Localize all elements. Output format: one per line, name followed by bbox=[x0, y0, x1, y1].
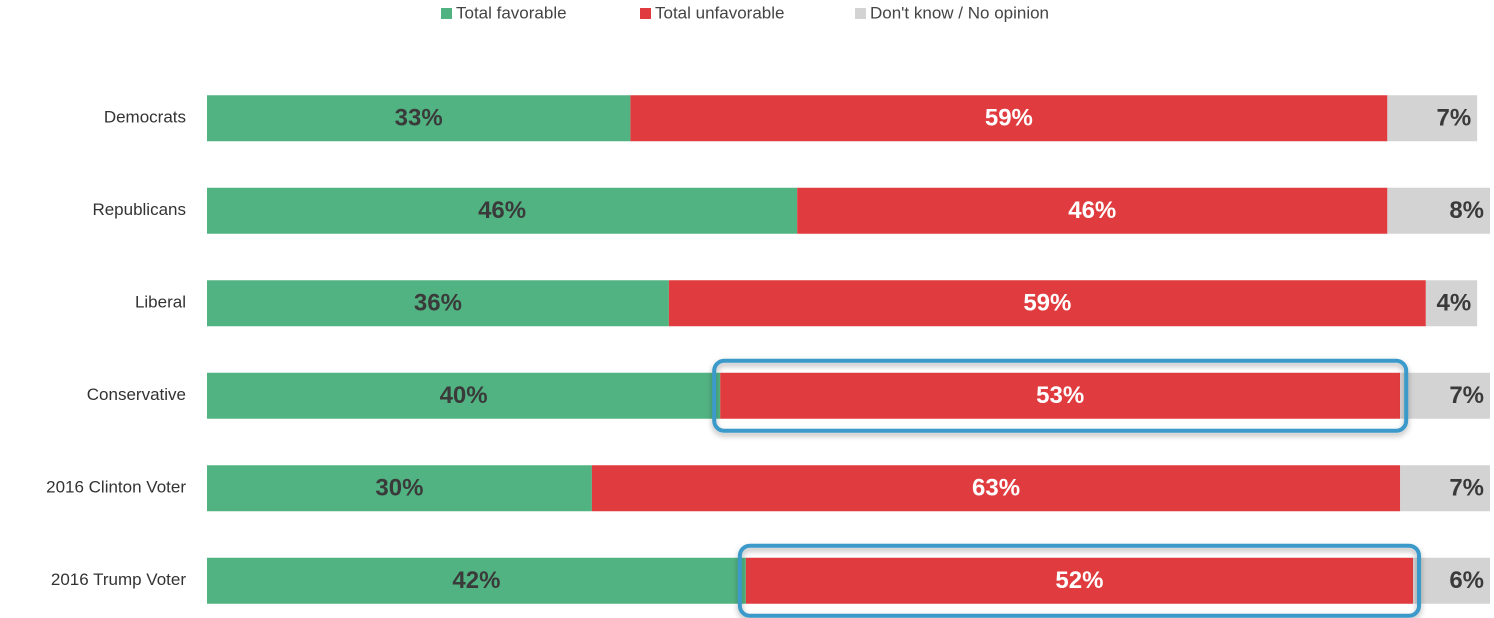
bar-segment bbox=[207, 280, 669, 327]
bar-segment bbox=[207, 465, 592, 512]
bar-segment bbox=[1425, 280, 1478, 327]
bar-segment bbox=[591, 465, 1401, 512]
value-label: 7% bbox=[1436, 105, 1471, 132]
value-label: 4% bbox=[1436, 290, 1471, 317]
value-label: 59% bbox=[985, 105, 1033, 132]
value-label: 42% bbox=[452, 567, 500, 594]
bar-segment bbox=[207, 372, 721, 419]
category-label: Democrats bbox=[104, 108, 186, 127]
bar-segment bbox=[207, 95, 631, 142]
value-label: 63% bbox=[972, 475, 1020, 502]
value-label: 8% bbox=[1449, 197, 1484, 224]
highlight-box bbox=[712, 358, 1409, 433]
bar-segment bbox=[668, 280, 1426, 327]
bar-segment bbox=[1387, 95, 1478, 142]
value-label: 40% bbox=[440, 382, 488, 409]
value-label: 52% bbox=[1055, 567, 1103, 594]
bar-segment bbox=[207, 557, 746, 604]
value-label: 33% bbox=[395, 105, 443, 132]
category-label: Republicans bbox=[92, 200, 186, 219]
category-label: Conservative bbox=[87, 385, 186, 404]
category-label: 2016 Trump Voter bbox=[51, 570, 186, 589]
value-label: 46% bbox=[1068, 197, 1116, 224]
value-label: 59% bbox=[1023, 290, 1071, 317]
bar-segment bbox=[1400, 372, 1490, 419]
highlight-box bbox=[737, 543, 1422, 618]
legend-swatch bbox=[441, 8, 452, 19]
value-label: 53% bbox=[1036, 382, 1084, 409]
bar-segment bbox=[1387, 187, 1490, 234]
value-label: 7% bbox=[1449, 475, 1484, 502]
legend-label: Total favorable bbox=[456, 3, 567, 22]
legend-label: Don't know / No opinion bbox=[870, 3, 1049, 22]
bar-segment bbox=[797, 187, 1388, 234]
value-label: 46% bbox=[478, 197, 526, 224]
value-label: 30% bbox=[375, 475, 423, 502]
legend-label: Total unfavorable bbox=[655, 3, 784, 22]
legend-swatch bbox=[855, 8, 866, 19]
legend-swatch bbox=[640, 8, 651, 19]
value-label: 7% bbox=[1449, 382, 1484, 409]
bar-segment bbox=[207, 187, 798, 234]
category-label: 2016 Clinton Voter bbox=[46, 478, 186, 497]
value-label: 36% bbox=[414, 290, 462, 317]
bar-segment bbox=[720, 372, 1401, 419]
bar-segment bbox=[630, 95, 1388, 142]
bar-segment bbox=[1413, 557, 1490, 604]
category-label: Liberal bbox=[135, 293, 186, 312]
bar-segment bbox=[745, 557, 1414, 604]
bar-segment bbox=[1400, 465, 1490, 512]
value-label: 6% bbox=[1449, 567, 1484, 594]
